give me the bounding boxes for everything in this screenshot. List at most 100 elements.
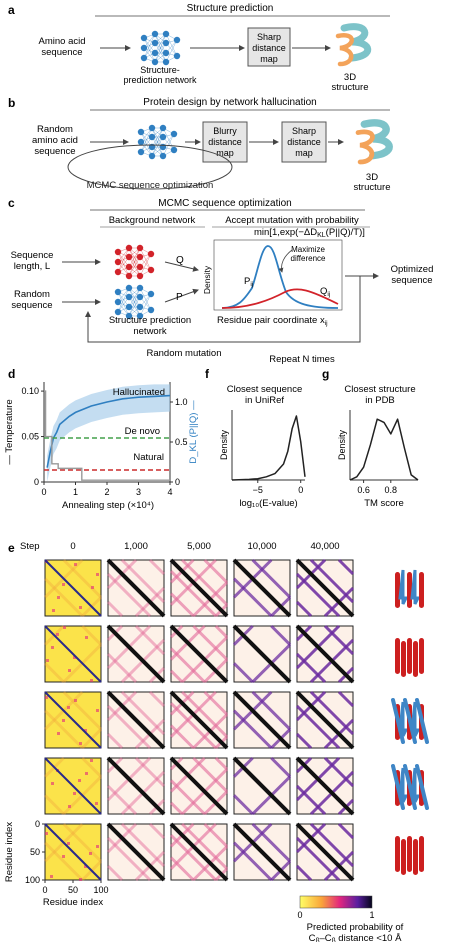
panel-c-rand-1: Random — [14, 289, 50, 300]
y-tick-label: 0 — [35, 819, 40, 829]
contact-stripe — [323, 624, 355, 656]
contact-map-pattern — [43, 690, 103, 750]
panel-a-input-2: sequence — [41, 47, 82, 58]
network-node — [136, 312, 144, 320]
colorbar — [299, 895, 373, 909]
panel-c-density-label: Density — [202, 265, 212, 294]
panel-b-sharp-2: distance — [287, 137, 321, 147]
network-node — [137, 138, 145, 146]
contact-stripe — [295, 732, 313, 750]
panel-c-feedback-loop — [85, 276, 361, 343]
contact-diagonal — [295, 822, 355, 882]
network-node — [173, 36, 181, 44]
network-node — [125, 303, 133, 311]
series-temperature — [44, 390, 170, 481]
legend-natural: Natural — [133, 452, 164, 463]
network-node — [136, 272, 144, 280]
network-node — [159, 124, 167, 132]
contact-stripe — [270, 756, 292, 778]
contact-map-pattern — [295, 558, 355, 618]
contact-diagonal — [106, 624, 166, 684]
network-edge — [128, 256, 141, 277]
panel-a-title: Structure prediction — [187, 3, 274, 14]
panel-a-net-1: Structure- — [140, 65, 180, 75]
panel-c: c MCMC sequence optimization Background … — [8, 196, 433, 365]
contact-diagonal — [106, 690, 166, 750]
contact-map-pattern — [106, 558, 166, 618]
structure-strand — [415, 698, 429, 744]
p-distribution-curve — [221, 245, 339, 309]
contact-speckle — [79, 606, 82, 609]
network-edge — [139, 247, 152, 271]
network-node — [114, 288, 122, 296]
hallucinated-band — [47, 384, 170, 482]
contact-map-pattern — [295, 624, 355, 684]
x-axis-label: Annealing step (×10⁴) — [62, 500, 154, 511]
panel-c-spn-2: network — [133, 326, 167, 337]
network-node — [125, 293, 133, 301]
contact-speckle — [85, 772, 88, 775]
contact-stripe — [148, 690, 166, 708]
panel-c-accept-1: Accept mutation with probability — [225, 215, 359, 226]
panel-b-input-2: amino acid — [32, 135, 78, 146]
panel-b-letter: b — [8, 96, 15, 110]
x-axis-label: Residue index — [43, 897, 103, 908]
contact-speckle — [84, 729, 87, 732]
contact-stripe — [295, 864, 313, 882]
contact-speckle — [79, 878, 82, 881]
contact-speckle — [52, 609, 55, 612]
network-node — [125, 253, 133, 261]
x-tick-label: 100 — [93, 885, 108, 895]
panel-c-maximize-2: difference — [291, 254, 327, 263]
network-edge — [140, 131, 153, 157]
network-node — [147, 290, 155, 298]
structure-strand — [391, 698, 405, 744]
density-curve — [349, 418, 419, 481]
structure-helix — [419, 836, 424, 872]
contact-diagonal — [169, 558, 229, 618]
network-node — [148, 152, 156, 160]
panel-a-input-1: Amino acid — [39, 36, 86, 47]
network-node — [114, 308, 122, 316]
panel-b-blurry-1: Blurry — [213, 126, 237, 136]
network-node — [148, 133, 156, 141]
network-node — [125, 263, 133, 271]
network-edge — [165, 33, 178, 57]
contact-stripe — [134, 624, 166, 656]
x-tick-label: 0 — [298, 485, 303, 495]
contact-speckle — [50, 875, 53, 878]
network-node — [125, 272, 133, 280]
network-node — [162, 30, 170, 38]
contact-stripe — [295, 784, 327, 816]
contact-stripe — [169, 834, 217, 882]
panel-c-random-mutation: Random mutation — [147, 348, 222, 359]
network-node — [114, 248, 122, 256]
network-node — [162, 39, 170, 47]
contact-diagonal — [106, 558, 166, 618]
contact-stripe — [134, 756, 166, 788]
contact-diagonal — [44, 625, 102, 683]
network-edge — [154, 42, 167, 63]
network-icon-red — [114, 244, 155, 280]
panel-c-letter: c — [8, 196, 15, 210]
contact-speckle — [67, 842, 70, 845]
network-edge — [128, 247, 141, 268]
contact-speckle — [68, 805, 71, 808]
structure-helix — [407, 572, 412, 608]
contact-stripe — [106, 572, 152, 618]
contact-stripe — [120, 690, 166, 736]
network-icon-blue — [140, 30, 181, 66]
y-tick-label: 50 — [30, 847, 40, 857]
contact-speckle — [74, 563, 77, 566]
maximize-arrow — [278, 249, 293, 273]
density-inset-frame — [213, 239, 343, 311]
structure-helix — [335, 33, 354, 67]
y-left-label: — Temperature — [4, 399, 15, 464]
contact-speckle — [62, 855, 65, 858]
x-tick-label: 1 — [73, 487, 78, 497]
contact-diagonal — [295, 624, 355, 684]
